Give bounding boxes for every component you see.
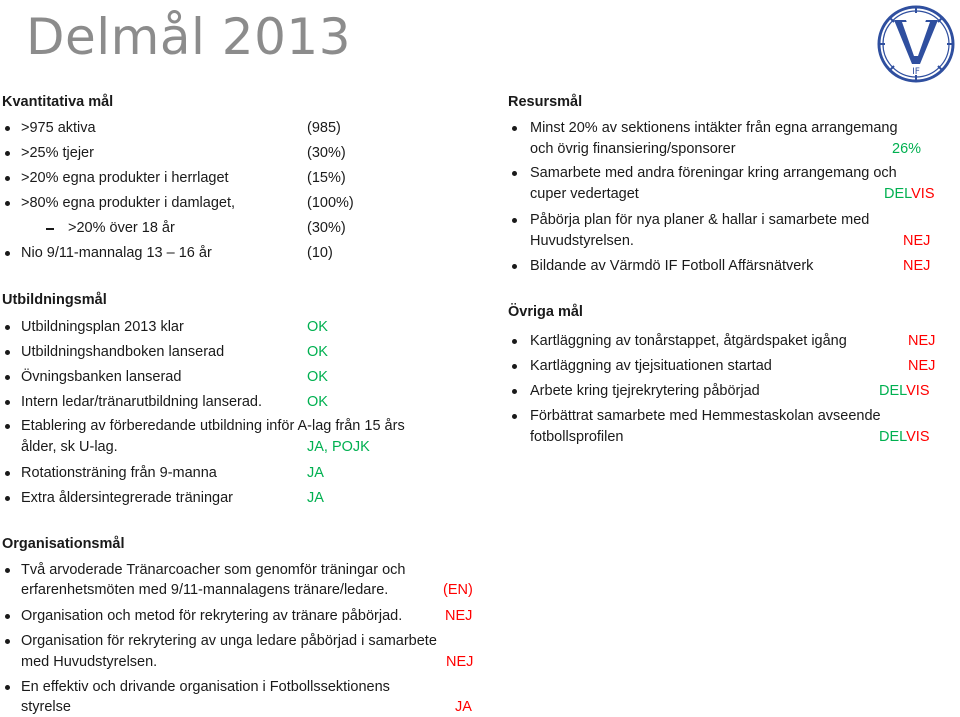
bullet-icon bbox=[5, 614, 10, 619]
bullet-icon bbox=[512, 364, 517, 369]
resurs-item-label-line2: cuper vedertaget bbox=[530, 186, 639, 202]
bullet-icon bbox=[512, 171, 517, 176]
bullet-icon bbox=[5, 176, 10, 181]
status-badge: (EN) bbox=[443, 582, 473, 598]
bullet-icon bbox=[5, 251, 10, 256]
quant-item-label: Nio 9/11-mannalag 13 – 16 år bbox=[21, 245, 212, 261]
logo-text: IF bbox=[912, 67, 920, 77]
quant-item-label: >975 aktiva bbox=[21, 120, 96, 136]
status-badge: DELVIS bbox=[884, 186, 935, 202]
quant-item-label: >80% egna produkter i damlaget, bbox=[21, 195, 236, 211]
bullet-icon bbox=[5, 496, 10, 501]
org-item-label: Organisation och metod för rekrytering a… bbox=[21, 608, 403, 624]
bullet-icon bbox=[5, 375, 10, 380]
org-item-label-line2: erfarenhetsmöten med 9/11-mannalagens tr… bbox=[21, 582, 389, 598]
bullet-icon bbox=[5, 685, 10, 690]
edu-item-label: Rotationsträning från 9-manna bbox=[21, 465, 217, 481]
section-heading-quant: Kvantitativa mål bbox=[2, 94, 114, 110]
section-heading-edu: Utbildningsmål bbox=[2, 292, 107, 308]
resurs-item-label-line2: Huvudstyrelsen. bbox=[530, 233, 634, 249]
quant-item-value: (985) bbox=[307, 120, 341, 136]
quant-item-value: (100%) bbox=[307, 195, 354, 211]
status-badge: OK bbox=[307, 319, 328, 335]
bullet-icon bbox=[5, 126, 10, 131]
bullet-icon bbox=[5, 400, 10, 405]
status-badge: JA bbox=[307, 465, 324, 481]
ovriga-item-label: Kartläggning av tonårstappet, åtgärdspak… bbox=[530, 333, 847, 349]
status-badge: JA bbox=[455, 699, 472, 715]
quant-item-label: >25% tjejer bbox=[21, 145, 94, 161]
bullet-icon bbox=[5, 424, 10, 429]
status-badge: DELVIS bbox=[879, 429, 930, 445]
bullet-icon bbox=[5, 568, 10, 573]
edu-item-label: Extra åldersintegrerade träningar bbox=[21, 490, 233, 506]
org-item-label: Organisation för rekrytering av unga led… bbox=[21, 633, 437, 649]
bullet-icon bbox=[5, 471, 10, 476]
edu-item-label: Övningsbanken lanserad bbox=[21, 369, 182, 385]
edu-item-label: Utbildningsplan 2013 klar bbox=[21, 319, 184, 335]
quant-item-label: >20% över 18 år bbox=[68, 220, 175, 236]
edu-item-label-line2: ålder, sk U-lag. bbox=[21, 439, 118, 455]
bullet-icon bbox=[5, 639, 10, 644]
edu-item-label: Etablering av förberedande utbildning in… bbox=[21, 418, 405, 434]
status-badge: JA bbox=[307, 490, 324, 506]
org-item-label: En effektiv och drivande organisation i … bbox=[21, 679, 390, 695]
quant-item-value: (10) bbox=[307, 245, 333, 261]
section-heading-org: Organisationsmål bbox=[2, 536, 125, 552]
bullet-icon bbox=[512, 414, 517, 419]
section-heading-resurs: Resursmål bbox=[508, 94, 583, 110]
bullet-icon bbox=[512, 264, 517, 269]
status-badge: NEJ bbox=[908, 333, 936, 349]
org-item-label-line2: med Huvudstyrelsen. bbox=[21, 654, 158, 670]
club-logo-icon: IF bbox=[877, 5, 955, 83]
page-title: Delmål 2013 bbox=[26, 8, 352, 66]
bullet-icon bbox=[512, 126, 517, 131]
org-item-label-line2: styrelse bbox=[21, 699, 71, 715]
resurs-item-label: Samarbete med andra föreningar kring arr… bbox=[530, 165, 897, 181]
status-badge: NEJ bbox=[903, 258, 931, 274]
status-badge: DELVIS bbox=[879, 383, 930, 399]
bullet-icon bbox=[5, 151, 10, 156]
status-badge: OK bbox=[307, 344, 328, 360]
resurs-item-label: Påbörja plan för nya planer & hallar i s… bbox=[530, 212, 870, 228]
quant-item-label: >20% egna produkter i herrlaget bbox=[21, 170, 229, 186]
ovriga-item-label: Kartläggning av tjejsituationen startad bbox=[530, 358, 772, 374]
status-badge: OK bbox=[307, 369, 328, 385]
status-badge: NEJ bbox=[446, 654, 474, 670]
edu-item-label: Utbildningshandboken lanserad bbox=[21, 344, 225, 360]
org-item-label: Två arvoderade Tränarcoacher som genomfö… bbox=[21, 562, 406, 578]
status-badge: NEJ bbox=[445, 608, 473, 624]
status-badge: JA, POJK bbox=[307, 439, 370, 455]
ovriga-item-label: Arbete kring tjejrekrytering påbörjad bbox=[530, 383, 760, 399]
status-badge: NEJ bbox=[908, 358, 936, 374]
quant-item-value: (15%) bbox=[307, 170, 346, 186]
status-badge: OK bbox=[307, 394, 328, 410]
edu-item-label: Intern ledar/tränarutbildning lanserad. bbox=[21, 394, 263, 410]
bullet-icon bbox=[512, 218, 517, 223]
bullet-icon bbox=[512, 389, 517, 394]
bullet-icon bbox=[5, 350, 10, 355]
status-badge: 26% bbox=[892, 141, 922, 157]
status-badge: NEJ bbox=[903, 233, 931, 249]
ovriga-item-label: Förbättrat samarbete med Hemmestaskolan … bbox=[530, 408, 881, 424]
bullet-icon bbox=[512, 339, 517, 344]
ovriga-item-label-line2: fotbollsprofilen bbox=[530, 429, 624, 445]
sub-bullet-dash-icon bbox=[46, 228, 54, 230]
quant-item-value: (30%) bbox=[307, 220, 346, 236]
bullet-icon bbox=[5, 201, 10, 206]
bullet-icon bbox=[5, 325, 10, 330]
quant-item-value: (30%) bbox=[307, 145, 346, 161]
resurs-item-label-line2: och övrig finansiering/sponsorer bbox=[530, 141, 736, 157]
section-heading-ovriga: Övriga mål bbox=[508, 304, 583, 320]
resurs-item-label: Minst 20% av sektionens intäkter från eg… bbox=[530, 120, 898, 136]
resurs-item-label: Bildande av Värmdö IF Fotboll Affärsnätv… bbox=[530, 258, 814, 274]
